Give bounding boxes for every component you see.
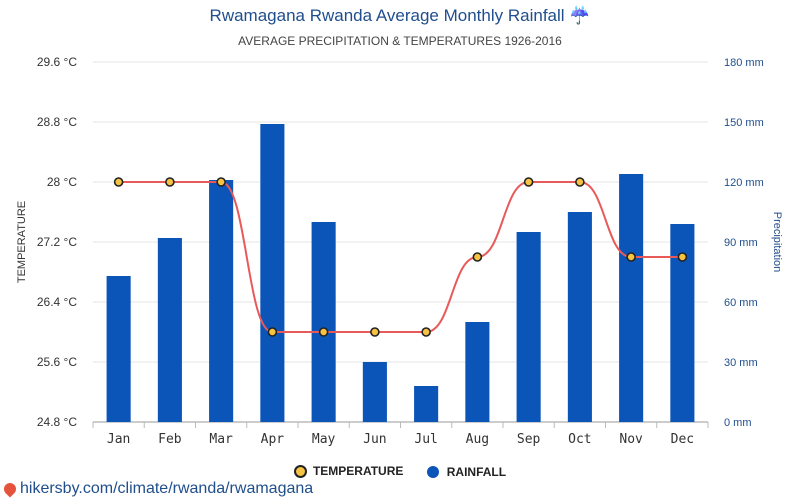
y2-tick-label: 0 mm xyxy=(724,417,752,429)
x-tick-label: Mar xyxy=(209,432,233,447)
y-tick-label: 26.4 °C xyxy=(37,295,77,309)
x-tick-label: Aug xyxy=(466,432,489,447)
map-pin-icon xyxy=(1,480,19,498)
y2-tick-label: 90 mm xyxy=(724,237,758,249)
temperature-point xyxy=(575,177,585,187)
temperature-point xyxy=(472,252,483,262)
rainfall-bar xyxy=(106,276,131,422)
temperature-point xyxy=(523,177,534,187)
rainfall-bar xyxy=(362,362,387,422)
y-tick-label: 28 °C xyxy=(47,175,77,189)
rainfall-marker-icon xyxy=(426,465,439,478)
temperature-point xyxy=(318,327,329,337)
temperature-point xyxy=(677,252,688,262)
x-tick-label: Feb xyxy=(158,432,182,447)
legend-temperature-label: TEMPERATURE xyxy=(312,464,404,478)
rainfall-bar xyxy=(209,180,234,422)
temperature-point xyxy=(267,327,278,337)
temperature-point xyxy=(626,252,636,262)
rainfall-bar xyxy=(567,212,592,422)
y2-axis-title: Precipitation xyxy=(771,212,783,273)
rainfall-bar xyxy=(465,322,490,422)
x-tick-label: Dec xyxy=(671,432,694,447)
source-link-text: hikersby.com/climate/rwanda/rwamagana xyxy=(20,480,314,497)
chart-title: Rwamagana Rwanda Average Monthly Rainfal… xyxy=(209,6,591,25)
chart-canvas: 24.8 °C 0 mm 25.6 °C 30 mm 26.4 °C 60 mm 27.2 … xyxy=(16,55,783,447)
rainfall-bar xyxy=(619,174,644,422)
x-tick-label: Sep xyxy=(517,432,541,447)
legend-temperature[interactable]: TEMPERATURE xyxy=(286,464,404,478)
x-tick-label: Apr xyxy=(261,432,285,447)
rainfall-bar xyxy=(311,222,336,422)
x-tick-label: May xyxy=(312,432,336,447)
x-tick-label: Nov xyxy=(619,432,643,447)
rainfall-bar xyxy=(516,232,541,422)
y-tick-label: 27.2 °C xyxy=(37,235,77,249)
y-axis-title: TEMPERATURE xyxy=(16,201,28,283)
legend: TEMPERATURE RAINFALL xyxy=(0,464,800,481)
x-tick-label: Jul xyxy=(414,432,437,447)
legend-rainfall[interactable]: RAINFALL xyxy=(426,464,507,479)
y-tick-label: 28.8 °C xyxy=(37,115,77,129)
temperature-line xyxy=(118,181,683,333)
rainfall-bar xyxy=(260,124,285,422)
temperature-point xyxy=(165,177,175,187)
temperature-point xyxy=(113,177,124,187)
rainfall-bar xyxy=(414,386,439,422)
temperature-point xyxy=(216,177,226,187)
y2-tick-label: 60 mm xyxy=(724,297,758,309)
y2-tick-label: 120 mm xyxy=(724,177,764,189)
y2-tick-label: 180 mm xyxy=(724,57,764,69)
source-link[interactable]: hikersby.com/climate/rwanda/rwamagana xyxy=(1,480,314,498)
y2-tick-label: 150 mm xyxy=(724,117,764,129)
rainfall-bar xyxy=(157,238,182,422)
y-tick-label: 24.8 °C xyxy=(37,415,77,429)
x-tick-label: Oct xyxy=(568,432,591,447)
chart-subtitle: AVERAGE PRECIPITATION & TEMPERATURES 192… xyxy=(238,34,562,48)
y2-tick-label: 30 mm xyxy=(724,357,758,369)
x-tick-label: Jan xyxy=(107,432,130,447)
temperature-marker-icon xyxy=(286,464,314,478)
temperature-point xyxy=(370,327,380,337)
legend-rainfall-label: RAINFALL xyxy=(446,464,507,479)
y-tick-label: 25.6 °C xyxy=(37,355,77,369)
x-tick-label: Jun xyxy=(363,432,386,447)
y-tick-label: 29.6 °C xyxy=(37,55,77,69)
temperature-point xyxy=(421,327,431,337)
